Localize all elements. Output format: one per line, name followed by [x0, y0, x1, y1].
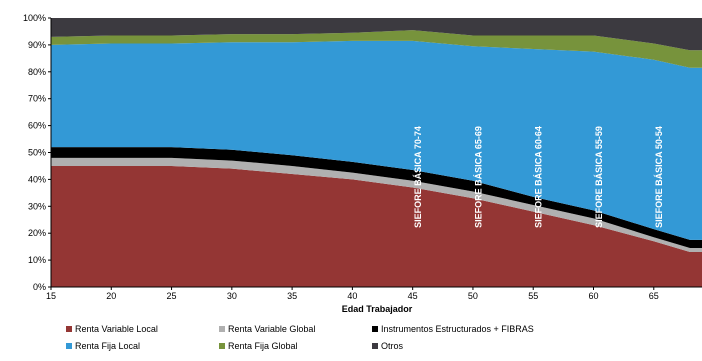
annotation-label-4: SIEFORE BÁSICA 55-59 — [594, 126, 604, 228]
y-axis: 0% 10% 20% 30% 40% 50% 60% 70% 80% 90% 100% — [23, 13, 52, 292]
area-series-group — [51, 18, 702, 287]
x-tick-label: 45 — [408, 291, 418, 301]
x-tick-label: 65 — [649, 291, 659, 301]
legend-label: Otros — [381, 341, 404, 351]
annotation-label-1: SIEFORE BÁSICA 70-74 — [413, 126, 423, 228]
legend-label: Renta Variable Local — [75, 324, 158, 334]
y-tick-label: 30% — [28, 201, 46, 211]
legend-label: Renta Variable Global — [228, 324, 315, 334]
area-series-4 — [51, 40, 702, 240]
legend-swatch — [219, 326, 225, 332]
y-tick-label: 0% — [33, 282, 46, 292]
legend-label: Renta Fija Local — [75, 341, 140, 351]
area-series-2 — [51, 157, 702, 253]
x-axis-title: Edad Trabajador — [342, 304, 413, 314]
legend-swatch — [372, 343, 378, 349]
annotation-group: SIEFORE BÁSICA 70-74 SIEFORE BÁSICA 65-69… — [413, 126, 664, 228]
y-tick-label: 70% — [28, 94, 46, 104]
x-axis: 15 20 25 30 35 40 45 50 55 60 65 — [46, 286, 702, 301]
annotation-label-3: SIEFORE BÁSICA 60-64 — [534, 126, 544, 228]
y-tick-label: 100% — [23, 13, 46, 23]
legend-swatch — [372, 326, 378, 332]
area-series-6 — [51, 18, 702, 51]
legend: Renta Variable Local Renta Variable Globa… — [66, 324, 534, 351]
legend-swatch — [219, 343, 225, 349]
x-tick-label: 20 — [106, 291, 116, 301]
y-tick-label: 40% — [28, 174, 46, 184]
legend-label: Renta Fija Global — [228, 341, 298, 351]
area-series-3 — [51, 147, 702, 248]
x-tick-label: 15 — [46, 291, 56, 301]
x-tick-label: 55 — [528, 291, 538, 301]
legend-swatch — [66, 326, 72, 332]
x-tick-label: 40 — [347, 291, 357, 301]
y-tick-label: 50% — [28, 148, 46, 158]
x-tick-label: 25 — [167, 291, 177, 301]
y-tick-label: 20% — [28, 228, 46, 238]
annotation-label-5: SIEFORE BÁSICA 50-54 — [654, 126, 664, 228]
y-tick-label: 90% — [28, 40, 46, 50]
area-series-5 — [51, 30, 702, 68]
x-tick-label: 30 — [227, 291, 237, 301]
y-tick-label: 80% — [28, 67, 46, 77]
legend-label: Instrumentos Estructurados + FIBRAS — [381, 324, 534, 334]
x-tick-label: 35 — [287, 291, 297, 301]
y-tick-label: 10% — [28, 255, 46, 265]
area-series-1 — [51, 165, 702, 287]
legend-swatch — [66, 343, 72, 349]
x-tick-label: 50 — [468, 291, 478, 301]
x-tick-label: 60 — [588, 291, 598, 301]
y-tick-label: 60% — [28, 121, 46, 131]
annotation-label-2: SIEFORE BÁSICA 65-69 — [473, 126, 483, 228]
